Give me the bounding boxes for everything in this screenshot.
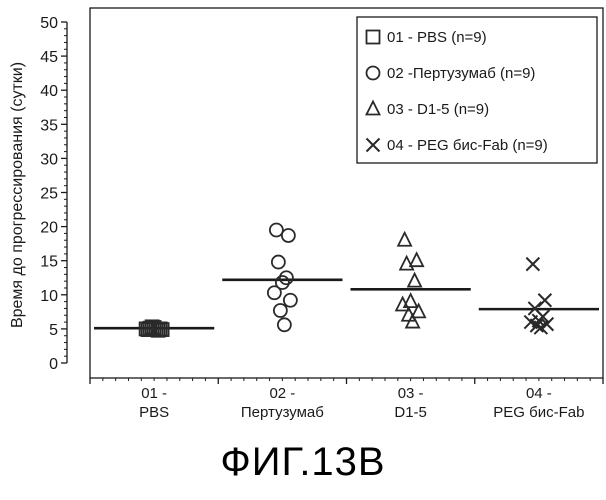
y-tick-label: 5	[49, 322, 58, 339]
legend-entry: 03 - D1-5 (n=9)	[387, 101, 489, 118]
y-tick-label: 10	[40, 288, 58, 305]
x-axis: 01 - PBS 02 - Пертузумаб 03 - D1-5 04 - PEG бис…	[90, 378, 603, 421]
x-tick-label: 03 -	[398, 385, 424, 402]
data-points	[140, 224, 554, 337]
legend-entry: 02 -Пертузумаб (n=9)	[387, 65, 535, 82]
data-point	[284, 294, 297, 307]
x-tick-label: D1-5	[394, 404, 427, 421]
legend: 01 - PBS (n=9) 02 -Пертузумаб (n=9) 03 - D…	[357, 17, 597, 163]
data-point	[408, 274, 421, 287]
y-tick-label: 40	[40, 83, 58, 100]
y-tick-label: 0	[49, 356, 58, 373]
data-point	[268, 286, 281, 299]
y-axis-label: Время до прогрессирования (сутки)	[9, 62, 26, 328]
scatter-chart: 05101520253035404550 01 -PBS02 -Пертузум…	[0, 0, 606, 430]
data-point	[538, 294, 551, 307]
x-tick-label: PEG бис-Fab	[493, 404, 584, 421]
y-tick-label: 25	[40, 186, 58, 203]
figure-caption: ФИГ.13В	[0, 440, 606, 485]
x-tick-label: 01 -	[141, 385, 167, 402]
data-point	[270, 224, 283, 237]
data-point	[530, 319, 543, 332]
legend-entry: 01 - PBS (n=9)	[387, 29, 487, 46]
y-tick-label: 35	[40, 117, 58, 134]
x-tick-label: 02 -	[269, 385, 295, 402]
median-lines	[94, 280, 599, 328]
y-tick-label: 30	[40, 151, 58, 168]
y-tick-label: 20	[40, 220, 58, 237]
data-point	[272, 256, 285, 269]
y-tick-label: 50	[40, 15, 58, 32]
data-point	[278, 318, 291, 331]
legend-entry: 04 - PEG бис-Fab (n=9)	[387, 137, 548, 154]
x-tick-label: PBS	[139, 404, 169, 421]
y-tick-label: 15	[40, 254, 58, 271]
data-point	[410, 253, 423, 266]
x-tick-label: 04 -	[526, 385, 552, 402]
y-tick-label: 45	[40, 49, 58, 66]
data-point	[398, 233, 411, 246]
x-tick-label: Пертузумаб	[241, 404, 324, 421]
data-point	[526, 258, 539, 271]
data-point	[282, 229, 295, 242]
data-point	[274, 304, 287, 317]
